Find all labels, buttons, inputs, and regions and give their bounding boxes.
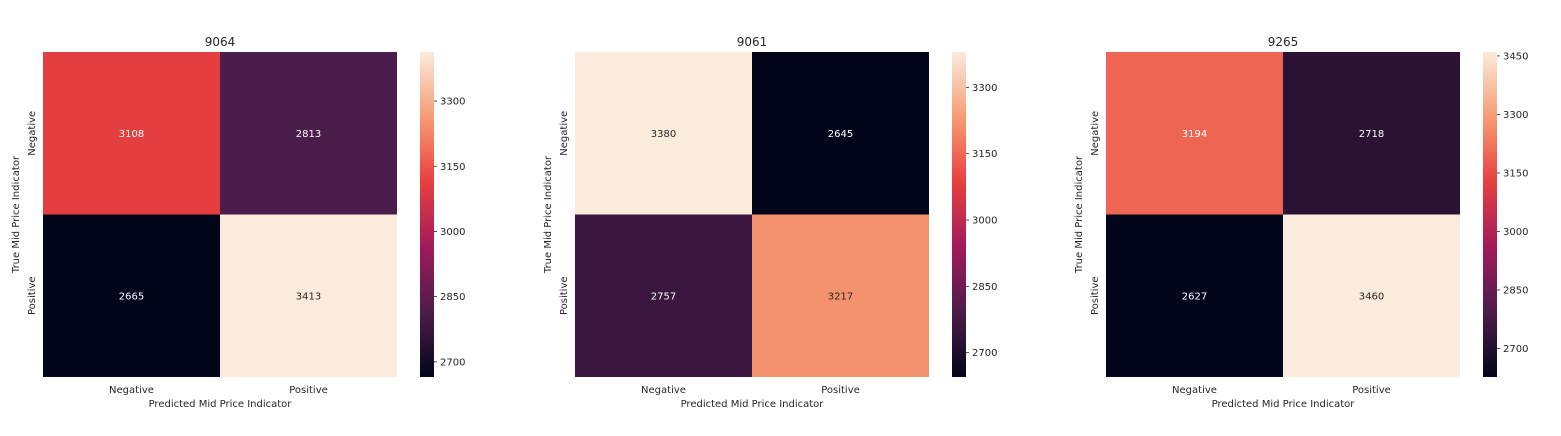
- cell-value-label: 2757: [651, 291, 676, 302]
- cell-value-label: 2813: [296, 129, 321, 140]
- colorbar-tick-label: 3150: [440, 162, 465, 173]
- heatmap-cell-positive-positive: [220, 214, 397, 377]
- y-axis-label: True Mid Price Indicator: [1074, 155, 1085, 274]
- cell-value-label: 2718: [1359, 129, 1384, 140]
- colorbar-tick-label: 3000: [440, 227, 465, 238]
- y-tick-label: Negative: [559, 111, 570, 156]
- x-axis-label: Predicted Mid Price Indicator: [1212, 399, 1356, 410]
- x-tick-label: Positive: [821, 385, 860, 396]
- colorbar-tick-label: 2700: [972, 348, 997, 359]
- heatmap-cell-negative-positive: [220, 52, 397, 215]
- heatmap-cell-negative-positive: [1283, 52, 1460, 215]
- colorbar-tick-label: 3000: [1503, 227, 1528, 238]
- chart-title: 9061: [737, 35, 768, 49]
- heatmap-cell-positive-positive: [752, 214, 929, 377]
- x-tick-label: Negative: [1172, 385, 1217, 396]
- y-tick-label: Negative: [27, 111, 38, 156]
- cell-value-label: 2665: [119, 291, 144, 302]
- heatmap-cell-positive-negative: [1106, 214, 1283, 377]
- y-axis-label: True Mid Price Indicator: [11, 155, 22, 274]
- colorbar-tick-label: 3000: [972, 216, 997, 227]
- colorbar-tick-label: 3300: [440, 97, 465, 108]
- heatmap-cell-negative-negative: [43, 52, 220, 215]
- x-tick-label: Positive: [1352, 385, 1391, 396]
- colorbar-tick-label: 2850: [440, 292, 465, 303]
- y-axis-label: True Mid Price Indicator: [543, 155, 554, 274]
- heatmap-panel-3: 9265 3194 2718 2627 3460 Negative Positive Pred…: [1074, 35, 1528, 410]
- heatmap-cell-positive-positive: [1283, 214, 1460, 377]
- colorbar-tick-label: 3300: [1503, 110, 1528, 121]
- chart-title: 9064: [205, 35, 236, 49]
- cell-value-label: 3413: [296, 291, 321, 302]
- heatmap-cell-negative-negative: [575, 52, 752, 215]
- heatmap-cell-negative-negative: [1106, 52, 1283, 215]
- x-tick-label: Negative: [641, 385, 686, 396]
- colorbar-tick-label: 2700: [440, 357, 465, 368]
- cell-value-label: 3460: [1359, 291, 1384, 302]
- y-tick-label: Positive: [27, 276, 38, 315]
- colorbar-tick-label: 3150: [972, 149, 997, 160]
- heatmap-cell-negative-positive: [752, 52, 929, 215]
- y-tick-label: Negative: [1090, 111, 1101, 156]
- colorbar: [1483, 52, 1497, 377]
- cell-value-label: 3380: [651, 129, 676, 140]
- cell-value-label: 2627: [1182, 291, 1207, 302]
- cell-value-label: 3194: [1182, 129, 1207, 140]
- x-axis-label: Predicted Mid Price Indicator: [681, 399, 825, 410]
- colorbar-tick-label: 3300: [972, 83, 997, 94]
- colorbar: [952, 52, 966, 377]
- x-axis-label: Predicted Mid Price Indicator: [149, 399, 293, 410]
- y-tick-label: Positive: [559, 276, 570, 315]
- colorbar-tick-label: 2700: [1503, 344, 1528, 355]
- colorbar-tick-label: 3150: [1503, 168, 1528, 179]
- heatmap-cell-positive-negative: [43, 214, 220, 377]
- chart-title: 9265: [1268, 35, 1299, 49]
- x-tick-label: Negative: [109, 385, 154, 396]
- x-tick-label: Positive: [289, 385, 328, 396]
- y-tick-label: Positive: [1090, 276, 1101, 315]
- cell-value-label: 2645: [828, 129, 853, 140]
- heatmap-panel-1: 9064 3108 2813 2665 3413 Negative Positive Pred…: [11, 35, 465, 410]
- colorbar-tick-label: 3450: [1503, 51, 1528, 62]
- colorbar: [420, 52, 434, 377]
- cell-value-label: 3217: [828, 291, 853, 302]
- heatmap-panel-2: 9061 3380 2645 2757 3217 Negative Positive Pred…: [543, 35, 997, 410]
- colorbar-tick-label: 2850: [972, 282, 997, 293]
- heatmap-cell-positive-negative: [575, 214, 752, 377]
- colorbar-tick-label: 2850: [1503, 285, 1528, 296]
- cell-value-label: 3108: [119, 129, 144, 140]
